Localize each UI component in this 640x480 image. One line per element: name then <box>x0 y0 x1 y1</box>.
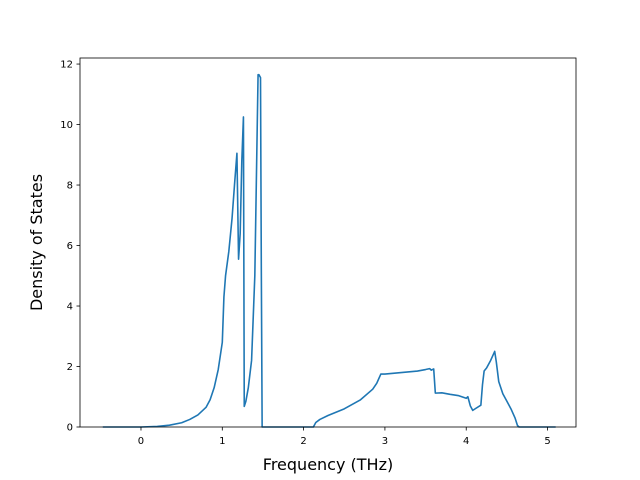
series-layer <box>102 73 556 428</box>
y-tick-label: 2 <box>67 362 73 373</box>
y-tick-label: 6 <box>67 241 73 252</box>
x-tick-label: 4 <box>463 436 469 447</box>
y-tick-label: 8 <box>67 181 73 192</box>
y-axis-label: Density of States <box>27 174 46 311</box>
y-tick-label: 4 <box>67 302 73 313</box>
y-tick-label: 10 <box>60 120 73 131</box>
x-tick-label: 3 <box>382 436 388 447</box>
y-tick-label: 12 <box>60 60 73 71</box>
x-axis-label: Frequency (THz) <box>263 455 393 474</box>
x-axis: 0 1 2 3 4 5 <box>138 427 551 447</box>
dos-series-line-0 <box>102 73 556 428</box>
plot-area <box>80 58 576 427</box>
x-tick-label: 5 <box>544 436 550 447</box>
x-tick-label: 1 <box>219 436 225 447</box>
x-tick-label: 0 <box>138 436 144 447</box>
y-axis: 0 2 4 6 8 10 12 <box>60 60 80 434</box>
plot-frame <box>79 57 577 428</box>
y-tick-label: 0 <box>67 423 73 434</box>
x-tick-label: 2 <box>300 436 306 447</box>
